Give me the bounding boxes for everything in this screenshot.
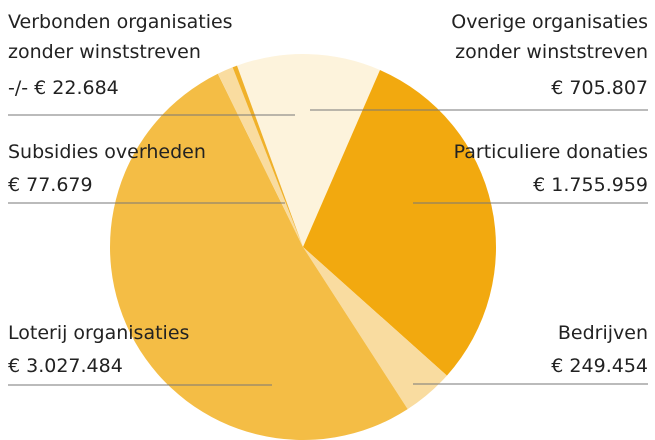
slice-label: Verbonden organisaties zonder winststrev…	[8, 11, 233, 63]
pie-slice	[232, 65, 303, 247]
slice-value: € 77.679	[8, 174, 93, 196]
slice-value: € 705.807	[551, 77, 648, 99]
pie-slice	[303, 70, 496, 376]
slice-value: € 1.755.959	[533, 174, 648, 196]
pie-slice	[217, 67, 303, 248]
slice-value: -/- € 22.684	[8, 77, 119, 99]
slice-label: Bedrijven	[557, 322, 648, 344]
slice-label: Particuliere donaties	[453, 141, 648, 163]
pie-slice	[236, 54, 381, 248]
slice-label: Loterij organisaties	[8, 322, 190, 344]
slice-value: € 3.027.484	[8, 355, 123, 377]
slice-label: Subsidies overheden	[8, 141, 206, 163]
pie-slice	[303, 247, 447, 410]
slice-value: € 249.454	[551, 355, 648, 377]
slice-label: Overige organisaties zonder winststreven	[451, 11, 648, 63]
pie-slice	[110, 73, 408, 440]
